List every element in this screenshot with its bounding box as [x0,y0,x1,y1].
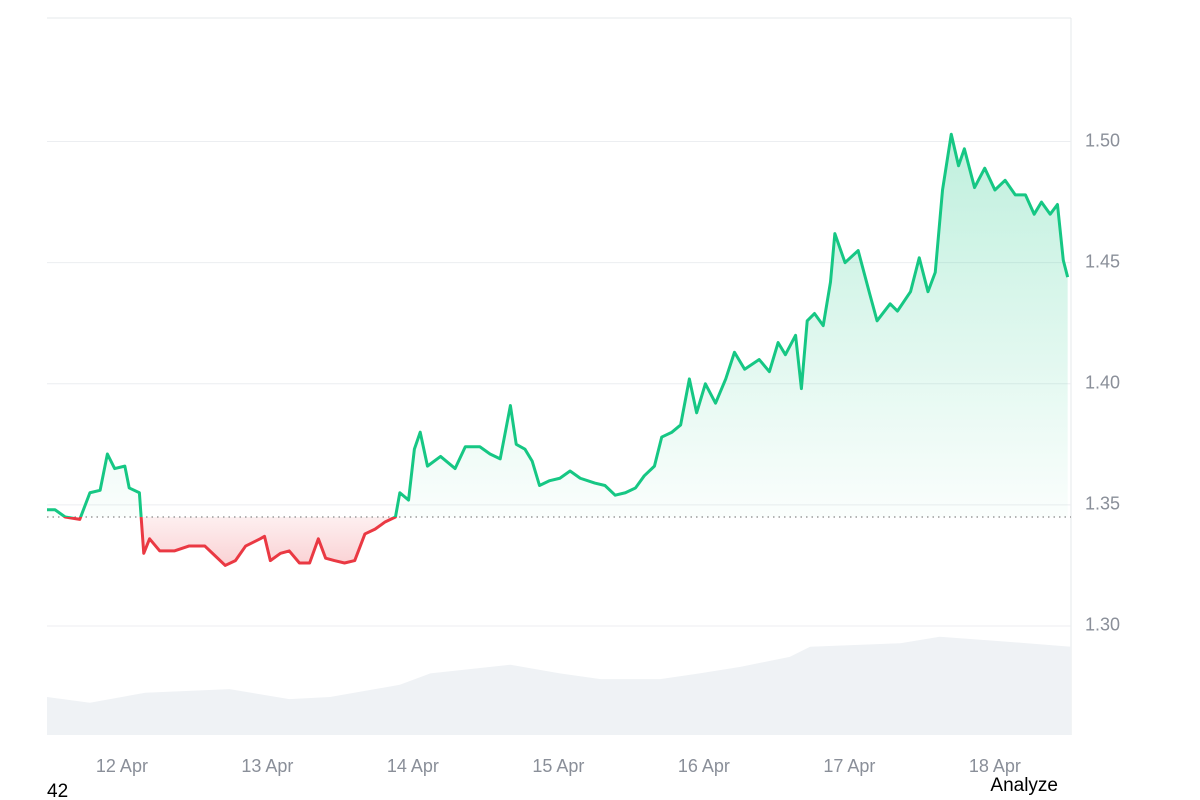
x-tick-label: 15 Apr [532,756,584,776]
x-tick-label: 16 Apr [678,756,730,776]
footer-left: 42 [47,781,68,800]
x-tick-label: 17 Apr [823,756,875,776]
price-area [47,134,1068,566]
volume-area [47,636,1071,735]
x-tick-label: 13 Apr [241,756,293,776]
y-tick-label: 1.40 [1085,373,1120,393]
price-line [47,132,1070,567]
y-tick-label: 1.35 [1085,494,1120,514]
x-tick-label: 14 Apr [387,756,439,776]
x-tick-label: 12 Apr [96,756,148,776]
y-tick-label: 1.30 [1085,615,1120,635]
analyze-button[interactable]: Analyze [990,775,1058,796]
x-tick-label: 18 Apr [969,756,1021,776]
y-tick-label: 1.50 [1085,130,1120,150]
y-tick-label: 1.45 [1085,251,1120,271]
